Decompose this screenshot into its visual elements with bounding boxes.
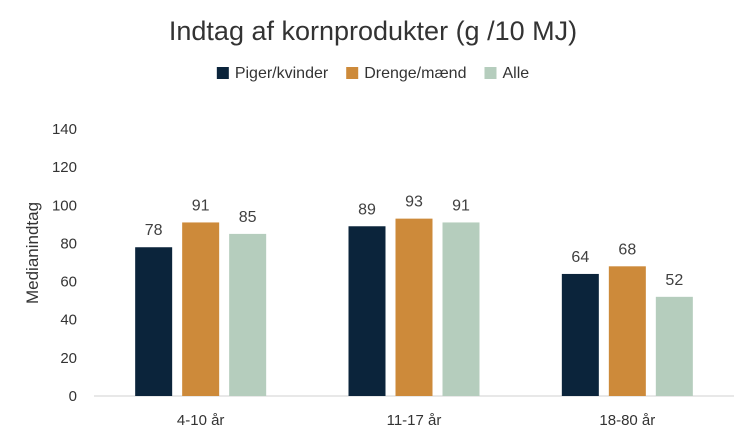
y-tick-label: 20 [60,350,77,367]
bar-drenge-m-nd-2 [608,266,646,396]
x-tick-label: 11-17 år [387,412,442,429]
y-tick-label: 100 [52,197,77,214]
y-tick-label: 40 [60,312,77,329]
y-tick-label: 80 [60,235,77,252]
chart-title: Indtag af kornprodukter (g /10 MJ) [169,16,577,46]
y-tick-label: 0 [69,388,77,405]
data-labels: 78 91 85 89 93 91 64 68 52 [145,194,684,289]
y-tick-label: 140 [52,121,77,138]
bar-piger-kvinder-1 [348,226,386,396]
data-label: 91 [192,197,210,214]
data-label: 93 [405,194,423,211]
data-label: 78 [145,222,163,239]
data-label: 89 [358,201,376,218]
data-label: 68 [618,241,636,258]
data-label: 52 [665,272,683,289]
y-tick-label: 120 [52,159,77,176]
bar-drenge-m-nd-0 [182,222,220,396]
x-tick-label: 18-80 år [599,412,655,429]
y-axis-label: Medianindtag [23,202,42,304]
bar-alle-0 [229,233,267,396]
bar-drenge-m-nd-1 [395,218,433,396]
bars [135,218,693,396]
legend-label: Alle [502,65,529,82]
bar-alle-1 [442,222,480,396]
x-tick-label: 4-10 år [177,412,225,429]
x-axis-ticks: 4-10 år 11-17 år 18-80 år [177,412,655,429]
legend-swatch-0 [216,67,229,79]
legend-label: Drenge/mænd [364,65,466,82]
y-axis-ticks: 0 20 40 60 80 100 120 140 [52,121,77,405]
data-label: 91 [452,197,470,214]
data-label: 64 [571,249,589,266]
bar-piger-kvinder-2 [561,273,599,396]
bar-alle-2 [655,296,693,396]
data-label: 85 [239,209,257,226]
y-tick-label: 60 [60,274,77,291]
bar-piger-kvinder-0 [135,247,173,396]
legend-label: Piger/kvinder [235,65,329,82]
legend: Piger/kvinder Drenge/mænd Alle [216,65,529,82]
legend-swatch-1 [346,67,359,79]
legend-swatch-2 [484,67,497,79]
